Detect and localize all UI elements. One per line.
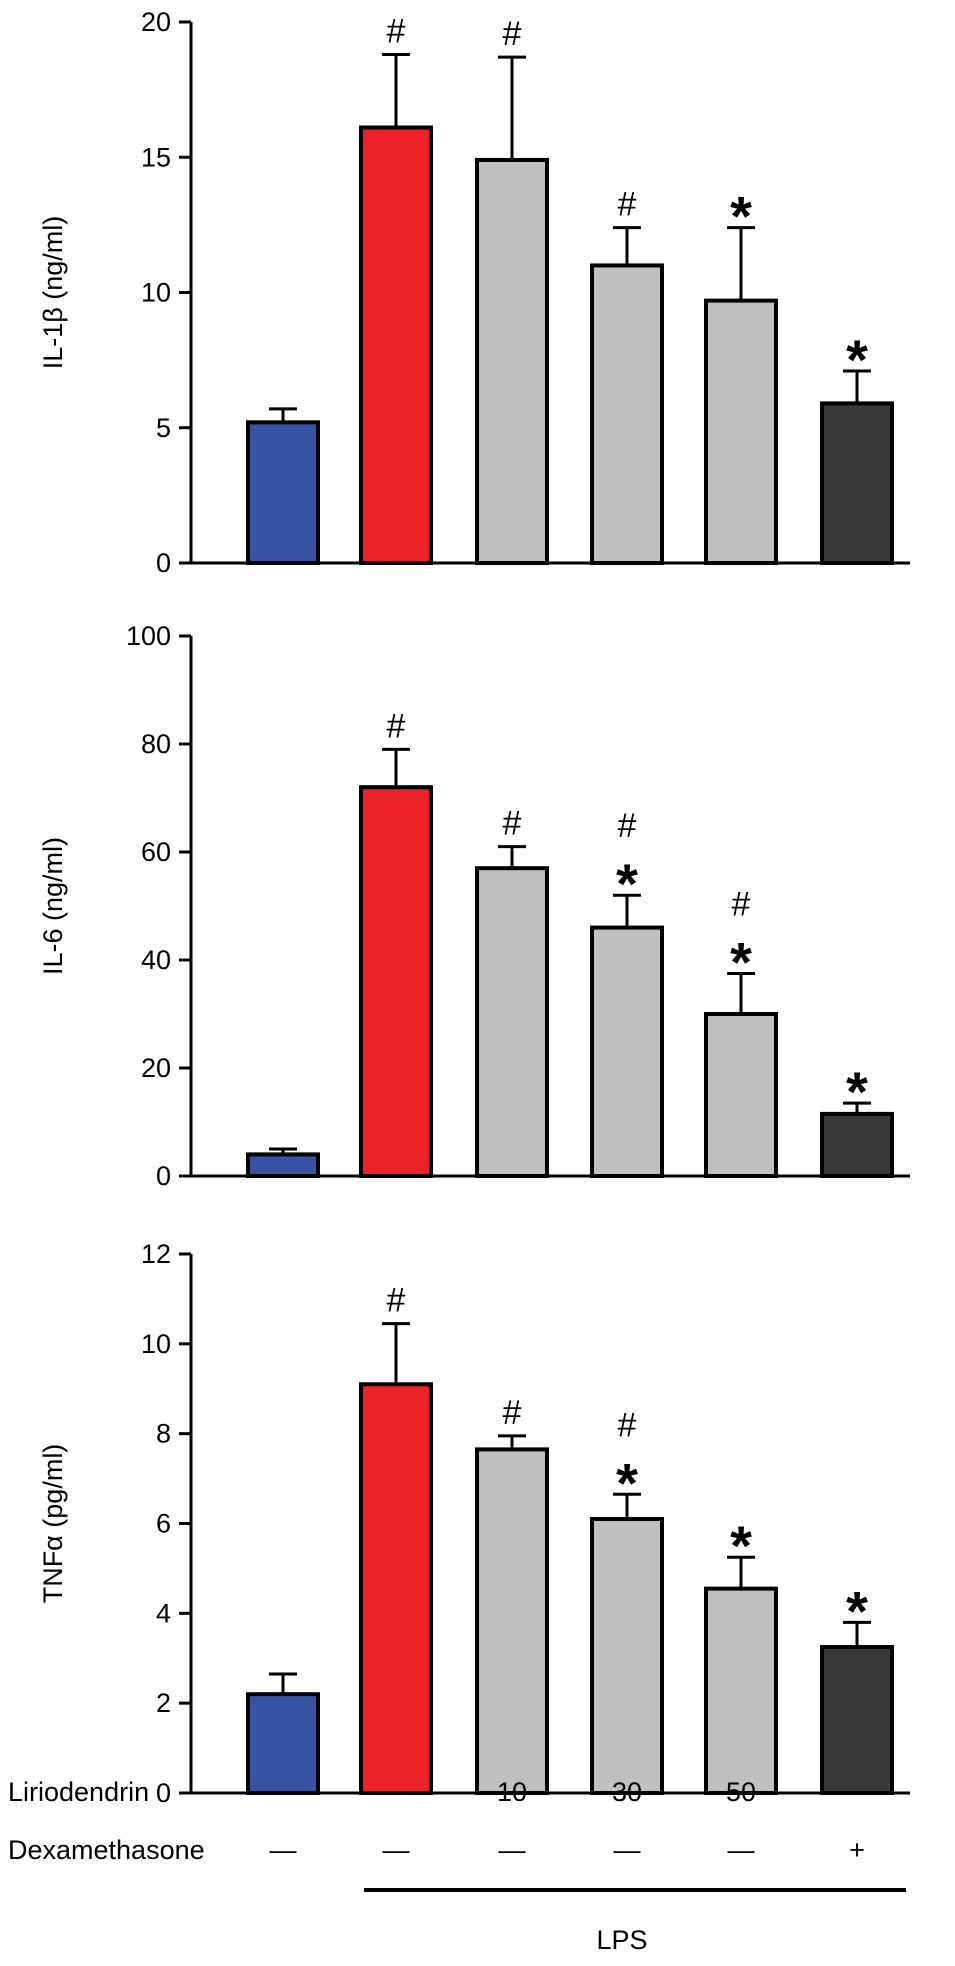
y-tick-label: 80 — [141, 729, 171, 759]
y-tick-label: 2 — [156, 1688, 171, 1718]
y-axis-label: IL-1β (ng/ml) — [38, 216, 68, 370]
y-tick-label: 8 — [156, 1419, 171, 1449]
y-tick-label: 0 — [156, 1161, 171, 1191]
significance-hash: # — [618, 807, 637, 845]
bar-dexamethasone — [820, 1645, 894, 1796]
significance-star: * — [616, 1451, 638, 1514]
y-tick-label: 40 — [141, 945, 171, 975]
bar-lps — [359, 125, 433, 566]
dexamethasone-value: — — [499, 1835, 526, 1865]
y-tick-label: 20 — [141, 7, 171, 37]
bar-lirio-10 — [475, 866, 549, 1178]
y-tick-label: 10 — [141, 1329, 171, 1359]
y-tick-label: 6 — [156, 1509, 171, 1539]
significance-hash: # — [387, 707, 406, 745]
bar-control — [246, 1692, 320, 1796]
liriodendrin-value: 10 — [497, 1777, 527, 1807]
liriodendrin-value: — — [383, 1777, 410, 1807]
dexamethasone-value: — — [728, 1835, 755, 1865]
bar-control — [246, 1152, 320, 1179]
significance-star: * — [846, 1579, 868, 1642]
significance-star: * — [846, 328, 868, 391]
bar-lps — [359, 1382, 433, 1795]
significance-hash: # — [503, 1394, 522, 1432]
bar-lps — [359, 785, 433, 1178]
dexamethasone-value: — — [270, 1835, 297, 1865]
significance-star: * — [730, 185, 752, 248]
significance-star: * — [730, 931, 752, 994]
liriodendrin-value: — — [270, 1777, 297, 1807]
panel-il6: 0 20 40 60 80 100 IL-6 (ng/ml) # # * # * # * — [38, 621, 910, 1191]
y-tick-label: 5 — [156, 413, 171, 443]
y-tick-label: 15 — [141, 142, 171, 172]
significance-star: * — [846, 1060, 868, 1123]
bar-lirio-10 — [475, 157, 549, 566]
y-tick-label: 100 — [126, 621, 171, 651]
significance-hash: # — [732, 886, 751, 924]
significance-hash: # — [618, 1406, 637, 1444]
y-axis-label: IL-6 (ng/ml) — [38, 837, 68, 975]
bar-lirio-50 — [704, 1586, 778, 1795]
bar-control — [246, 420, 320, 565]
liriodendrin-value: 30 — [612, 1777, 642, 1807]
bar-lirio-10 — [475, 1447, 549, 1795]
dexamethasone-value: — — [614, 1835, 641, 1865]
panel-il1b: 0 5 10 15 20 IL-1β (ng/ml) # # # * * — [38, 7, 910, 578]
significance-hash: # — [387, 12, 406, 50]
panel-tnfa: 0 2 4 6 8 10 12 TNFα (pg/ml) # # * # * * — [38, 1239, 910, 1808]
bar-dexamethasone — [820, 401, 894, 565]
y-tick-label: 20 — [141, 1053, 171, 1083]
y-axis-label: TNFα (pg/ml) — [38, 1444, 68, 1604]
bar-dexamethasone — [820, 1111, 894, 1179]
y-tick-label: 10 — [141, 278, 171, 308]
liriodendrin-value: — — [844, 1777, 871, 1807]
bar-lirio-50 — [704, 298, 778, 565]
dexamethasone-value: — — [383, 1835, 410, 1865]
liriodendrin-value: 50 — [726, 1777, 756, 1807]
y-tick-label: 0 — [156, 1778, 171, 1808]
significance-star: * — [730, 1514, 752, 1577]
y-tick-label: 0 — [156, 548, 171, 578]
dexamethasone-label: Dexamethasone — [8, 1835, 205, 1865]
conditions-table: Liriodendrin Dexamethasone — — 10 30 50 — — — —… — [8, 1777, 906, 1955]
y-tick-label: 4 — [156, 1598, 171, 1628]
bar-lirio-50 — [704, 1012, 778, 1178]
bar-lirio-30 — [590, 1517, 664, 1795]
lps-label: LPS — [596, 1925, 647, 1955]
bar-lirio-30 — [590, 263, 664, 565]
dexamethasone-value: + — [849, 1835, 865, 1865]
y-tick-label: 12 — [141, 1239, 171, 1269]
significance-hash: # — [503, 805, 522, 843]
significance-hash: # — [387, 1282, 406, 1320]
significance-hash: # — [618, 186, 637, 224]
y-tick-label: 60 — [141, 837, 171, 867]
significance-star: * — [616, 852, 638, 915]
significance-hash: # — [503, 15, 522, 53]
bar-lirio-30 — [590, 925, 664, 1178]
liriodendrin-label: Liriodendrin — [8, 1777, 149, 1807]
